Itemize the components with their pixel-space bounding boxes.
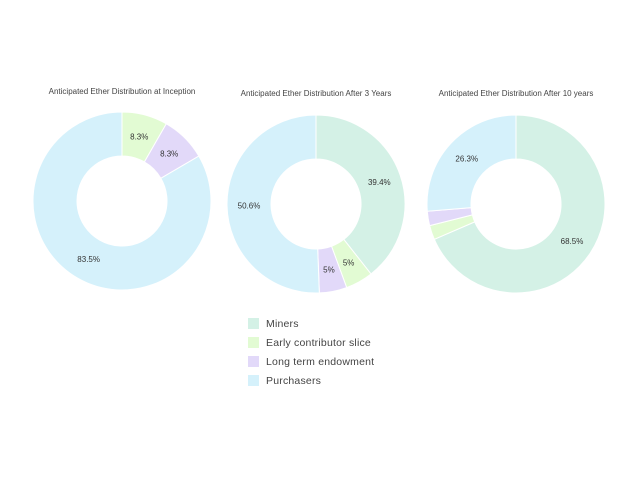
slice-label: 5% [323, 266, 335, 275]
legend-item-purchasers: Purchasers [248, 371, 448, 390]
slice-label: 68.5% [561, 237, 584, 246]
slice-purchasers [226, 114, 320, 294]
legend-label: Long term endowment [266, 355, 375, 368]
slice-label: 26.3% [455, 155, 478, 164]
slice-miners [315, 114, 406, 275]
slice-miners [433, 114, 606, 294]
slice-label: 5% [343, 259, 355, 268]
legend-item-early-contributor-slice: Early contributor slice [248, 333, 448, 352]
chart-title: Anticipated Ether Distribution After 3 Y… [241, 89, 392, 98]
slice-label: 39.4% [368, 178, 391, 187]
legend: Miners Early contributor slice Long term e… [248, 314, 448, 390]
legend-label: Early contributor slice [266, 336, 371, 349]
legend-swatch [248, 375, 259, 386]
legend-swatch [248, 318, 259, 329]
legend-item-miners: Miners [248, 314, 448, 333]
slice-purchasers [32, 111, 212, 291]
donut-chart-2: Anticipated Ether Distribution After 3 Y… [226, 89, 406, 294]
legend-label: Miners [266, 317, 299, 330]
legend-swatch [248, 337, 259, 348]
donut-chart-3: Anticipated Ether Distribution After 10 … [426, 89, 606, 294]
slice-label: 50.6% [238, 201, 261, 210]
legend-label: Purchasers [266, 374, 322, 387]
slice-purchasers [426, 114, 517, 212]
slice-label: 8.3% [160, 149, 178, 158]
chart-title: Anticipated Ether Distribution at Incept… [49, 87, 196, 96]
slice-label: 83.5% [77, 255, 100, 264]
legend-item-long-term-endowment: Long term endowment [248, 352, 448, 371]
slice-label: 8.3% [130, 132, 148, 141]
chart-title: Anticipated Ether Distribution After 10 … [439, 89, 594, 98]
donut-chart-1: Anticipated Ether Distribution at Incept… [32, 87, 212, 291]
legend-swatch [248, 356, 259, 367]
